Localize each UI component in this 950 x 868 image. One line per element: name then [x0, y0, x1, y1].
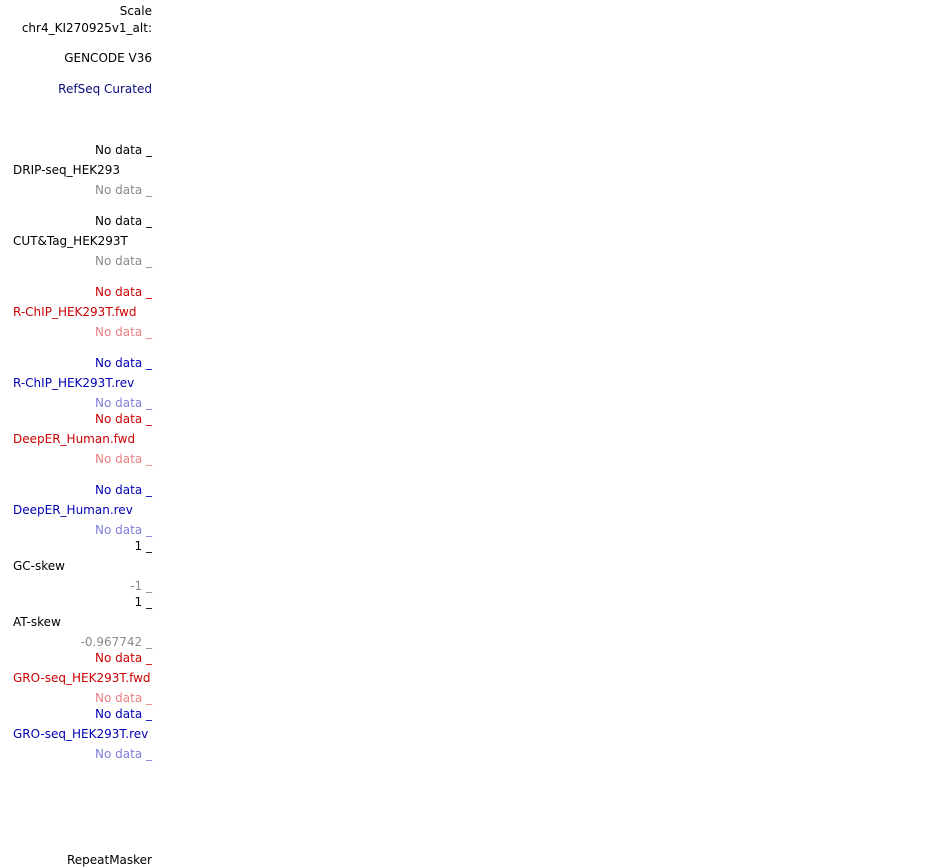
track-label-gencode[interactable]: GENCODE V36	[64, 51, 152, 65]
gc-skew-max-label: 1 _	[134, 539, 152, 553]
gro-fwd-max-label: No data _	[95, 651, 152, 665]
drip-seq-max-label: No data _	[95, 143, 152, 157]
rchip-rev-min-label: No data _	[95, 396, 152, 410]
track-label-cuttag[interactable]: CUT&Tag_HEK293T	[13, 234, 128, 248]
track-label-deeper-fwd[interactable]: DeepER_Human.fwd	[13, 432, 136, 446]
deeper-rev-max-label: No data _	[95, 483, 152, 497]
deeper-fwd-min-label: No data _	[95, 452, 152, 466]
at-skew-min-label: -0.967742 _	[80, 635, 152, 649]
gro-fwd-min-label: No data _	[95, 691, 152, 705]
track-label-refseq[interactable]: RefSeq Curated	[58, 82, 152, 96]
track-label-panel: Scale chr4_KI270925v1_alt: GENCODE V36 R…	[0, 0, 160, 868]
track-label-drip-seq[interactable]: DRIP-seq_HEK293	[13, 163, 121, 177]
deeper-fwd-max-label: No data _	[95, 412, 152, 426]
track-label-rchip-fwd[interactable]: R-ChIP_HEK293T.fwd	[13, 305, 137, 319]
track-label-gc-skew[interactable]: GC-skew	[13, 559, 65, 573]
cuttag-min-label: No data _	[95, 254, 152, 268]
rchip-fwd-max-label: No data _	[95, 285, 152, 299]
gc-skew-min-label: -1 _	[130, 579, 152, 593]
track-label-gro-rev[interactable]: GRO-seq_HEK293T.rev	[13, 727, 149, 741]
at-skew-max-label: 1 _	[134, 595, 152, 609]
track-label-repeatmasker[interactable]: RepeatMasker	[66, 853, 152, 867]
deeper-rev-min-label: No data _	[95, 523, 152, 537]
gro-rev-min-label: No data _	[95, 747, 152, 761]
cuttag-max-label: No data _	[95, 214, 152, 228]
track-label-deeper-rev[interactable]: DeepER_Human.rev	[13, 503, 133, 517]
drip-seq-min-label: No data _	[95, 183, 152, 197]
track-label-gro-fwd[interactable]: GRO-seq_HEK293T.fwd	[13, 671, 151, 685]
scale-label: Scale	[119, 4, 152, 18]
chromosome-label[interactable]: chr4_KI270925v1_alt:	[21, 21, 152, 35]
rchip-rev-max-label: No data _	[95, 356, 152, 370]
track-label-rchip-rev[interactable]: R-ChIP_HEK293T.rev	[13, 376, 135, 390]
track-label-at-skew[interactable]: AT-skew	[13, 615, 61, 629]
gro-rev-max-label: No data _	[95, 707, 152, 721]
rchip-fwd-min-label: No data _	[95, 325, 152, 339]
